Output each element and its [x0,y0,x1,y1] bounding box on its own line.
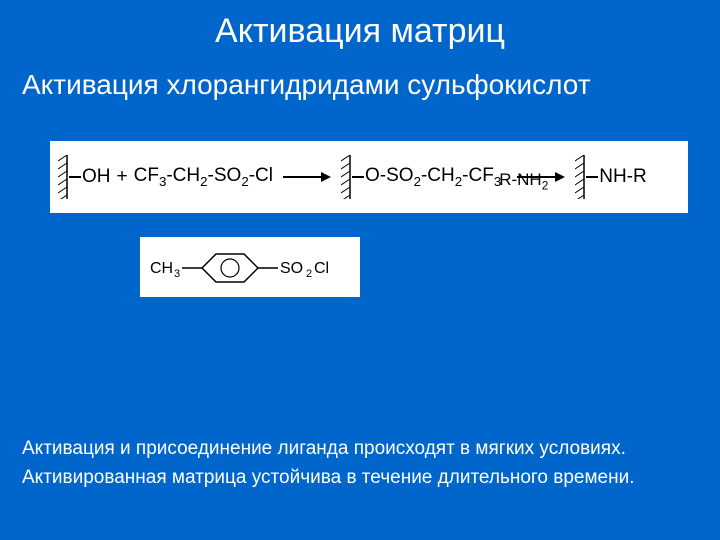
notes-block: Активация и присоединение лиганда происх… [22,435,698,492]
product-label: NH-R [599,166,647,188]
svg-text:2: 2 [306,268,312,280]
intermediate-label: O-SO2-CH2-CF3 [365,165,501,189]
matrix-hatch-icon [575,155,585,199]
svg-text:Cl: Cl [314,260,329,277]
svg-text:CH: CH [150,260,173,277]
notes-line-2: Активированная матрица устойчива в течен… [22,464,698,493]
bond-icon [586,176,598,178]
matrix-oh-label: OH [82,166,111,188]
svg-text:3: 3 [174,268,180,280]
arrow-line [283,176,321,178]
bond-icon [69,176,81,178]
bond-icon [352,176,364,178]
arrow-head-icon [321,172,331,182]
amine-reagent-label: R-NH2 [499,170,548,192]
reaction-scheme: OH + CF3-CH2-SO2-Cl O-SO2-CH2-CF3 R-NH2 … [50,141,688,213]
tosyl-chloride-structure: CH 3 SO 2 Cl [140,237,360,297]
reaction-arrow-1 [273,172,341,182]
sulfonyl-chloride-label: CF3-CH2-SO2-Cl [134,165,273,189]
matrix-hatch-icon [58,155,68,199]
matrix-hatch-icon [341,155,351,199]
plus-sign: + [117,166,128,188]
tosyl-molecule-icon: CH 3 SO 2 Cl [146,245,354,291]
arrow-head-icon [555,172,565,182]
page-title: Активация матриц [0,0,720,51]
notes-line-1: Активация и присоединение лиганда происх… [22,435,698,464]
svg-text:SO: SO [280,260,303,277]
reaction-arrow-2: R-NH2 [507,172,575,182]
page-subtitle: Активация хлорангидридами сульфокислот [0,51,720,101]
